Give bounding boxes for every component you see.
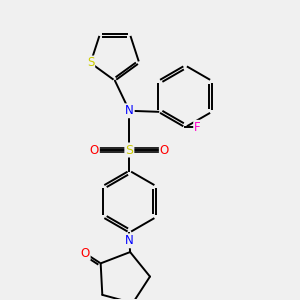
Text: N: N: [125, 104, 134, 117]
Text: O: O: [80, 247, 90, 260]
Text: S: S: [87, 56, 94, 70]
Text: O: O: [90, 143, 99, 157]
Text: O: O: [160, 143, 169, 157]
Text: N: N: [125, 234, 134, 247]
Text: F: F: [194, 121, 201, 134]
Text: S: S: [125, 143, 134, 157]
